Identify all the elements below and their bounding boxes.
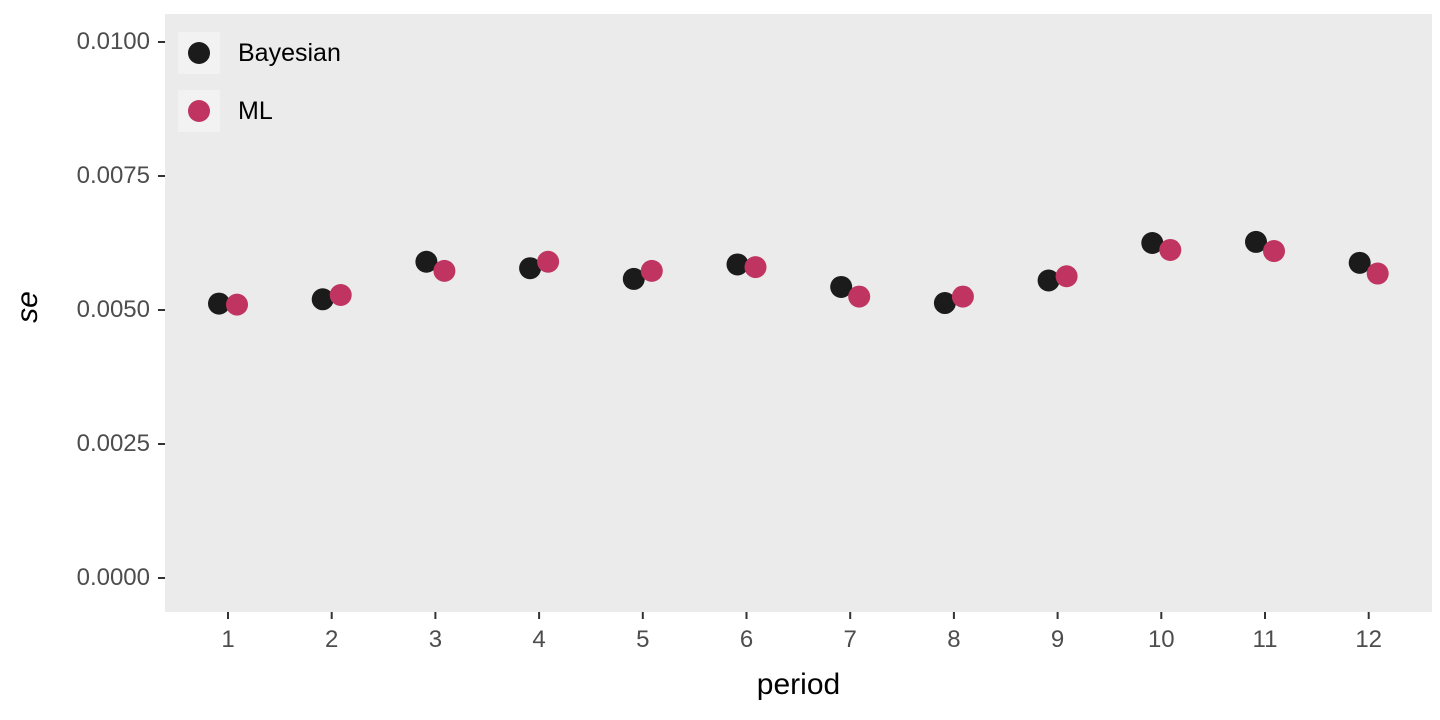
- point-ml-period-2: [329, 283, 352, 306]
- point-ml-period-7: [848, 285, 871, 308]
- legend-item-bayesian: Bayesian: [178, 32, 341, 74]
- point-bayesian-period-3: [415, 250, 438, 273]
- y-axis-title: se: [11, 291, 44, 323]
- point-bayesian-period-5: [622, 267, 645, 290]
- point-ml-period-1: [226, 293, 248, 316]
- x-tick-label-4: 4: [532, 626, 546, 653]
- point-bayesian-period-2: [311, 288, 334, 311]
- legend-dot-ml-icon: [188, 100, 210, 122]
- point-ml-period-12: [1366, 262, 1389, 285]
- point-ml-period-8: [951, 285, 974, 308]
- point-bayesian-period-7: [830, 275, 853, 298]
- legend-key-bayesian: [178, 32, 220, 74]
- legend-key-ml: [178, 90, 220, 132]
- point-bayesian-period-11: [1245, 230, 1267, 253]
- y-tick-label-0.0050: 0.0050: [76, 296, 150, 323]
- point-ml-period-5: [640, 259, 663, 282]
- x-tick-label-9: 9: [1050, 626, 1065, 653]
- legend-item-ml: ML: [178, 90, 341, 132]
- point-ml-period-11: [1263, 240, 1285, 263]
- x-tick-label-3: 3: [428, 626, 443, 653]
- legend-label-bayesian: Bayesian: [238, 38, 341, 67]
- x-tick-label-5: 5: [636, 626, 650, 653]
- x-tick-label-11: 11: [1252, 626, 1278, 653]
- x-tick-label-1: 1: [221, 626, 235, 653]
- point-bayesian-period-1: [208, 292, 230, 315]
- y-tick-label-0.0025: 0.0025: [76, 430, 150, 457]
- legend-dot-bayesian-icon: [188, 42, 210, 64]
- x-axis-title: period: [756, 668, 841, 701]
- point-bayesian-period-6: [726, 253, 749, 276]
- x-tick-label-12: 12: [1355, 626, 1383, 653]
- point-ml-period-6: [744, 256, 767, 279]
- x-tick-label-10: 10: [1147, 626, 1175, 653]
- point-ml-period-3: [433, 259, 456, 282]
- y-tick-label-0.0100: 0.0100: [76, 28, 150, 55]
- legend-label-ml: ML: [238, 96, 273, 125]
- x-tick-label-6: 6: [739, 626, 754, 653]
- point-bayesian-period-10: [1141, 232, 1164, 254]
- x-tick-label-8: 8: [947, 626, 961, 653]
- point-ml-period-4: [537, 250, 560, 273]
- x-tick-label-7: 7: [843, 626, 857, 653]
- point-bayesian-period-9: [1037, 269, 1060, 292]
- point-bayesian-period-12: [1348, 251, 1371, 274]
- x-tick-label-2: 2: [325, 626, 339, 653]
- y-tick-label-0.0000: 0.0000: [76, 564, 150, 591]
- point-bayesian-period-8: [933, 292, 956, 315]
- point-bayesian-period-4: [519, 257, 542, 280]
- point-ml-period-9: [1055, 265, 1078, 288]
- point-ml-period-10: [1159, 238, 1182, 261]
- y-tick-label-0.0075: 0.0075: [76, 162, 150, 189]
- plot-panel: [165, 14, 1432, 612]
- legend: Bayesian ML: [178, 32, 341, 148]
